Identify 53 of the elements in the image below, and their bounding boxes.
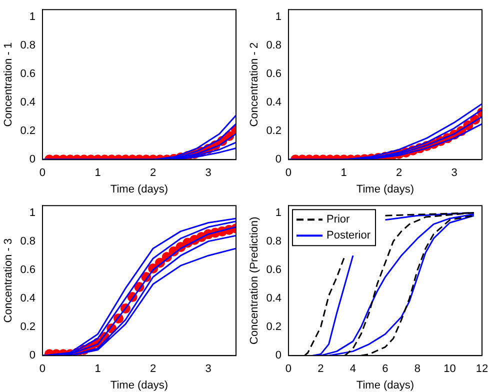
x-tick-label: 1 (94, 167, 101, 180)
x-tick-label: 3 (205, 363, 212, 376)
y-tick-label: 0 (275, 154, 282, 166)
legend-label: Prior (326, 214, 350, 226)
x-tick-label: 0 (39, 167, 46, 180)
x-axis-title: Time (days) (356, 183, 414, 196)
y-tick-label: 0.4 (266, 96, 282, 108)
y-tick-label: 0 (29, 154, 36, 166)
y-tick-label: 0.8 (20, 235, 36, 248)
y-tick-label: 0.2 (266, 321, 282, 334)
x-axis-title: Time (days) (110, 379, 168, 392)
y-tick-label: 0.8 (266, 235, 282, 248)
y-axis-title: Concentration - 3 (2, 238, 15, 323)
x-tick-label: 6 (382, 363, 388, 376)
y-tick-label: 1 (29, 206, 36, 219)
y-tick-label: 1 (29, 10, 36, 23)
y-tick-label: 0.4 (20, 96, 36, 108)
y-tick-label: 0 (29, 350, 36, 362)
y-tick-label: 1 (275, 206, 282, 219)
x-tick-label: 12 (476, 363, 488, 376)
y-axis-title: Concentration - 2 (248, 42, 261, 127)
y-axis-title: Concentration (Prediction) (248, 216, 261, 344)
x-tick-label: 3 (205, 167, 212, 180)
x-tick-label: 0 (285, 167, 292, 180)
legend-label: Posterior (326, 230, 371, 242)
y-tick-label: 0.6 (266, 264, 282, 276)
y-axis-title: Concentration - 1 (2, 42, 15, 127)
y-tick-label: 0.2 (20, 125, 36, 138)
y-tick-label: 0.2 (266, 125, 282, 138)
y-tick-label: 0.4 (20, 292, 36, 304)
x-tick-label: 0 (285, 363, 292, 376)
y-tick-label: 0.6 (20, 264, 36, 276)
y-tick-label: 0.6 (266, 68, 282, 80)
y-tick-label: 0.6 (20, 68, 36, 80)
x-tick-label: 2 (318, 363, 324, 376)
y-tick-label: 0.2 (20, 321, 36, 334)
x-tick-label: 3 (451, 167, 458, 180)
x-tick-label: 2 (150, 167, 156, 180)
x-tick-label: 0 (39, 363, 46, 376)
x-tick-label: 2 (150, 363, 156, 376)
x-axis-title: Time (days) (356, 379, 414, 392)
x-tick-label: 4 (350, 363, 356, 376)
x-axis-title: Time (days) (110, 183, 168, 196)
y-tick-label: 0.8 (266, 39, 282, 52)
x-tick-label: 2 (396, 167, 402, 180)
x-tick-label: 10 (444, 363, 456, 376)
y-tick-label: 1 (275, 10, 282, 23)
x-tick-label: 8 (414, 363, 421, 376)
x-tick-label: 1 (340, 167, 347, 180)
y-tick-label: 0.8 (20, 39, 36, 52)
x-tick-label: 1 (94, 363, 101, 376)
y-tick-label: 0.4 (266, 292, 282, 304)
y-tick-label: 0 (275, 350, 282, 362)
